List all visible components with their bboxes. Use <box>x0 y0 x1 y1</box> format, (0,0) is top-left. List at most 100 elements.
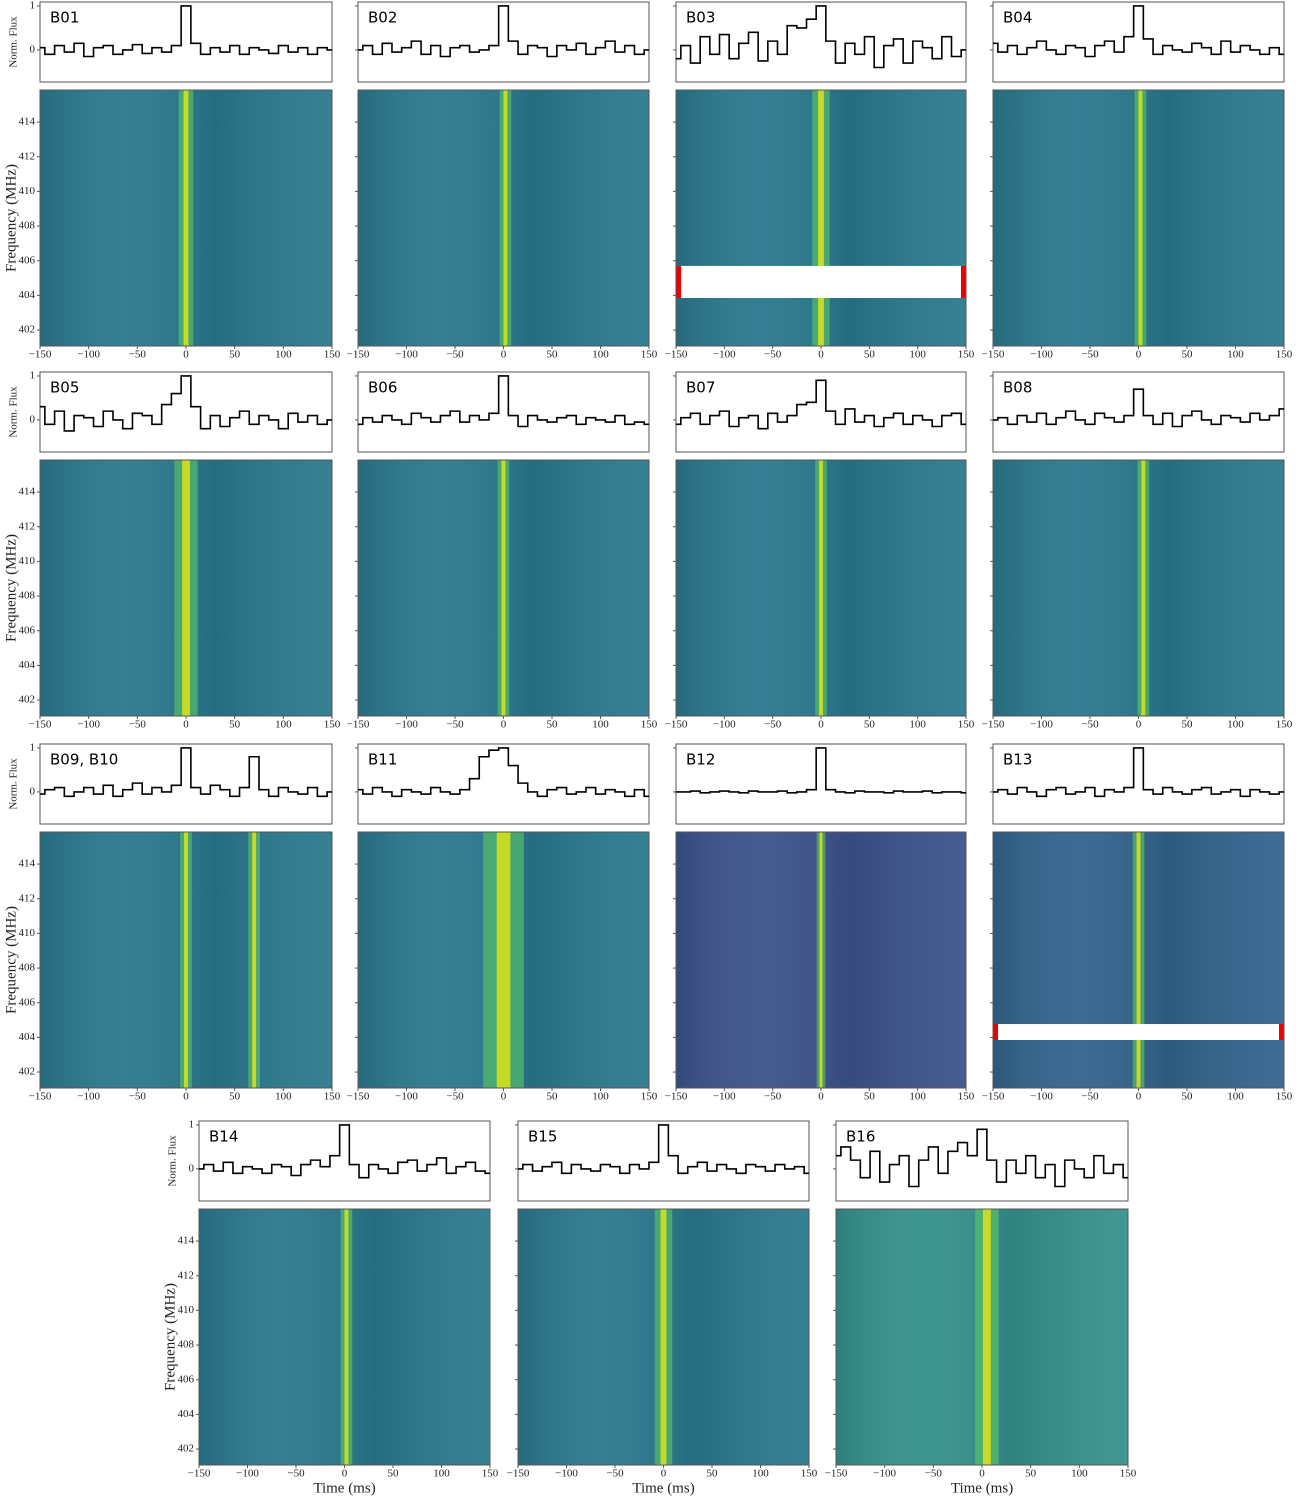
x-tick-label: −150 <box>29 719 52 731</box>
mask-edge <box>993 1024 998 1040</box>
y-tick-label: 412 <box>19 892 36 904</box>
profile-frame <box>992 743 1285 825</box>
burst-stripe <box>1136 832 1141 1088</box>
y-tick-label: 410 <box>19 927 36 939</box>
y-tick-label: 0 <box>30 43 36 55</box>
flux-profile <box>40 5 332 58</box>
x-tick-label: 100 <box>1227 1091 1244 1103</box>
x-tick-label: 100 <box>752 1468 769 1480</box>
x-tick-label: 0 <box>1136 719 1142 731</box>
burst-stripe <box>819 832 823 1088</box>
x-tick-label: −50 <box>129 349 147 361</box>
burst-stripe <box>501 460 506 716</box>
x-tick-label: −150 <box>188 1468 211 1480</box>
y-tick-label: 408 <box>19 590 36 602</box>
x-tick-label: 100 <box>909 719 926 731</box>
burst-stripe <box>819 460 823 716</box>
x-tick-label: 0 <box>183 719 189 731</box>
burst-stripe <box>182 460 190 716</box>
x-tick-label: 50 <box>864 719 876 731</box>
x-tick-label: −150 <box>347 1091 370 1103</box>
panel-title: B06 <box>368 379 397 397</box>
x-tick-label: −100 <box>236 1468 259 1480</box>
profile-frame <box>675 1 967 83</box>
profile-frame <box>675 371 967 453</box>
x-tick-label: 0 <box>979 1468 985 1480</box>
x-tick-label: −50 <box>446 349 464 361</box>
x-tick-label: 50 <box>864 1091 876 1103</box>
x-tick-label: −150 <box>665 1091 688 1103</box>
mask-edge <box>676 265 681 298</box>
x-tick-label: −150 <box>982 349 1005 361</box>
panel-title: B07 <box>686 379 715 397</box>
masked-band <box>676 265 966 298</box>
x-tick-label: 100 <box>909 1091 926 1103</box>
panel-title: B15 <box>528 1128 557 1146</box>
y-tick-label: 408 <box>19 962 36 974</box>
x-tick-label: −50 <box>287 1468 305 1480</box>
burst-stripe <box>660 1209 667 1465</box>
panel-title: B14 <box>209 1128 238 1146</box>
x-tick-label: 50 <box>547 1091 559 1103</box>
y-tick-label: 414 <box>178 1235 195 1247</box>
profile-frame <box>675 743 967 825</box>
x-axis-label: Time (ms) <box>951 1480 1013 1496</box>
y-tick-label: 404 <box>19 289 36 301</box>
y-tick-label: 406 <box>19 996 36 1008</box>
y-axis-label: Frequency (MHz) <box>3 906 19 1014</box>
mask-edge <box>1279 1024 1284 1040</box>
burst-stripe <box>344 1209 349 1465</box>
x-tick-label: 0 <box>661 1468 667 1480</box>
profile-frame <box>357 1 650 83</box>
flux-profile <box>358 747 649 798</box>
x-tick-label: −100 <box>1030 349 1053 361</box>
flux-profile <box>993 747 1284 798</box>
x-tick-label: −50 <box>1081 719 1099 731</box>
y-tick-label: 404 <box>19 1031 36 1043</box>
x-tick-label: −100 <box>873 1468 896 1480</box>
burst-stripe <box>183 90 189 346</box>
x-tick-label: 50 <box>864 349 876 361</box>
profile-frame <box>39 1 333 83</box>
x-tick-label: −150 <box>665 349 688 361</box>
x-tick-label: −50 <box>764 1091 782 1103</box>
flux-profile <box>676 379 966 430</box>
x-tick-label: −50 <box>925 1468 943 1480</box>
x-tick-label: 0 <box>501 349 507 361</box>
x-tick-label: 100 <box>592 1091 609 1103</box>
y-axis-label: Frequency (MHz) <box>3 534 19 642</box>
x-tick-label: 50 <box>707 1468 719 1480</box>
x-tick-label: 0 <box>183 349 189 361</box>
x-tick-label: −50 <box>606 1468 624 1480</box>
x-tick-label: 50 <box>1182 719 1194 731</box>
x-tick-label: 50 <box>1025 1468 1037 1480</box>
y-tick-label: 0 <box>189 1162 195 1174</box>
x-tick-label: 150 <box>958 349 975 361</box>
x-tick-label: 150 <box>958 719 975 731</box>
x-tick-label: 100 <box>275 719 292 731</box>
flux-profile <box>358 5 649 58</box>
y-tick-label: 402 <box>19 324 36 336</box>
y-tick-label: 1 <box>30 0 36 11</box>
x-tick-label: 100 <box>1071 1468 1088 1480</box>
panel-title: B04 <box>1003 9 1032 27</box>
x-tick-label: 150 <box>1276 719 1293 731</box>
y-tick-label: 406 <box>178 1373 195 1385</box>
x-tick-label: −150 <box>665 719 688 731</box>
x-axis-label: Time (ms) <box>313 1480 375 1496</box>
y-tick-label: 412 <box>178 1269 195 1281</box>
x-tick-label: 150 <box>482 1468 499 1480</box>
x-tick-label: 150 <box>324 719 341 731</box>
x-tick-label: −150 <box>982 1091 1005 1103</box>
panel-title: B16 <box>846 1128 875 1146</box>
profile-frame <box>357 743 650 825</box>
y-tick-label: 404 <box>19 659 36 671</box>
flux-profile <box>836 1128 1128 1188</box>
x-tick-label: 0 <box>501 719 507 731</box>
y-tick-label: 410 <box>178 1304 195 1316</box>
x-tick-label: 50 <box>547 719 559 731</box>
x-tick-label: 100 <box>275 1091 292 1103</box>
x-tick-label: 150 <box>324 1091 341 1103</box>
x-axis-label: Time (ms) <box>632 1480 694 1496</box>
